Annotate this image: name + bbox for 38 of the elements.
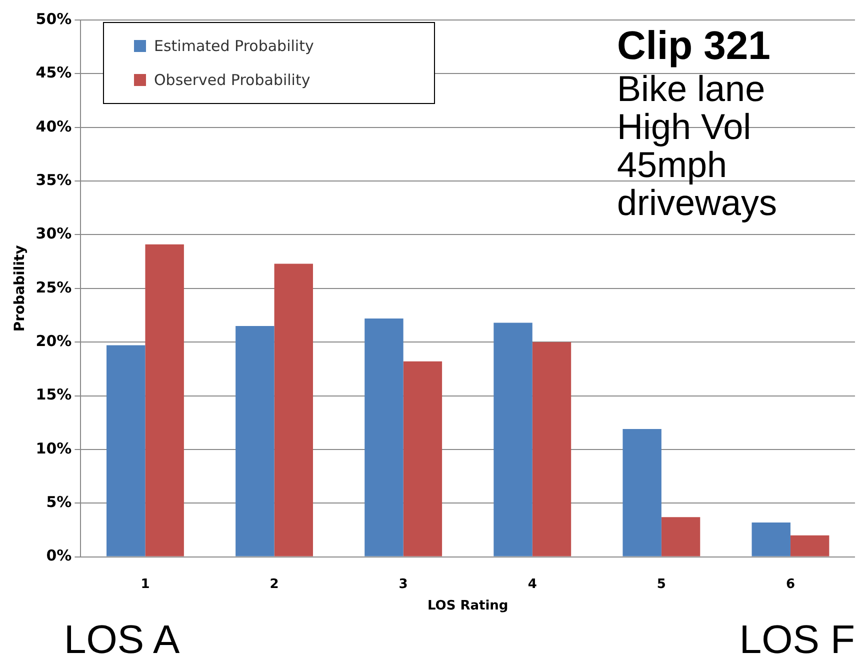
bar <box>364 318 404 556</box>
x-tick-label: 2 <box>270 576 279 592</box>
bar <box>494 322 532 556</box>
y-tick-label: 30% <box>36 224 72 243</box>
y-tick-label: 50% <box>36 10 72 28</box>
bar <box>106 345 146 556</box>
bar <box>752 522 790 556</box>
bar <box>274 264 313 556</box>
bar <box>661 517 700 556</box>
y-axis-title: Probability <box>12 245 28 332</box>
x-tick-label: 5 <box>656 576 666 592</box>
annotation: Bike lane <box>617 68 766 109</box>
annotation: High Vol <box>617 106 752 147</box>
x-axis-title: LOS Rating <box>427 598 508 614</box>
x-tick-label: 1 <box>140 576 150 592</box>
bar <box>145 244 184 556</box>
y-tick-label: 15% <box>36 386 72 404</box>
bar <box>403 361 442 556</box>
y-tick-label: 40% <box>36 117 72 136</box>
y-tick-label: 5% <box>46 493 72 512</box>
y-tick-label: 45% <box>36 64 72 82</box>
legend-label: Estimated Probability <box>154 37 314 55</box>
y-tick-label: 35% <box>36 170 72 189</box>
bar <box>236 326 274 556</box>
y-tick-label: 25% <box>36 278 72 296</box>
x-tick-label: 6 <box>786 576 795 592</box>
x-tick-label: 4 <box>528 576 537 592</box>
bar <box>622 429 662 556</box>
bar <box>790 535 830 556</box>
x-tick-label: 3 <box>398 576 408 592</box>
text: LOS A <box>64 618 180 662</box>
annotation: Clip 321 <box>617 23 772 70</box>
bar <box>532 342 572 556</box>
y-tick-label: 0% <box>46 546 72 565</box>
y-tick-label: 10% <box>36 439 72 458</box>
y-tick-label: 20% <box>36 332 72 350</box>
text: LOS F <box>739 618 855 662</box>
legend-label: Observed Probability <box>154 71 310 89</box>
